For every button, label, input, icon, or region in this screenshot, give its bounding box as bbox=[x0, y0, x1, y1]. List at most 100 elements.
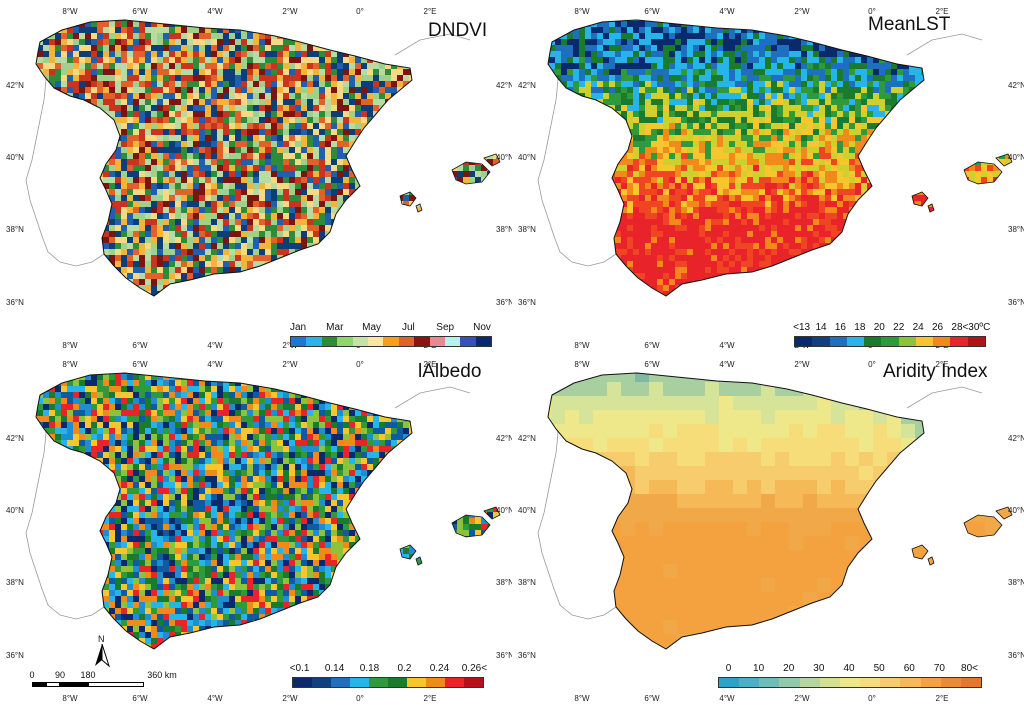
legend-label: 30 bbox=[813, 663, 825, 674]
legend-label: May bbox=[362, 322, 382, 333]
legend-label: 20 bbox=[873, 322, 885, 333]
lon-label: 0° bbox=[356, 694, 364, 703]
lat-label: 36°N bbox=[496, 298, 512, 307]
lon-label: 2°W bbox=[794, 7, 810, 16]
island-outline bbox=[451, 514, 491, 538]
lon-label: 8°W bbox=[62, 7, 78, 16]
lat-label: 38°N bbox=[1008, 578, 1024, 587]
legend-swatch bbox=[950, 337, 968, 346]
lon-label: 0° bbox=[868, 360, 876, 369]
island-outline bbox=[995, 153, 1013, 167]
lon-label: 6°W bbox=[644, 341, 660, 350]
legend-swatch bbox=[388, 678, 407, 687]
lon-label: 2°E bbox=[936, 694, 949, 703]
legend-swatch bbox=[967, 337, 985, 346]
scale-segment bbox=[60, 682, 88, 687]
lat-label: 36°N bbox=[6, 298, 24, 307]
panel-title: lAlbedo bbox=[418, 361, 482, 382]
island-outline bbox=[963, 514, 1003, 538]
legend-label: <0.1 bbox=[289, 663, 310, 674]
lat-label: 42°N bbox=[518, 434, 536, 443]
legend-swatch bbox=[940, 678, 961, 687]
lat-label: 40°N bbox=[1008, 506, 1024, 515]
legend-swatch bbox=[812, 337, 830, 346]
legend-swatch bbox=[860, 678, 881, 687]
scale-segment bbox=[32, 682, 46, 687]
lat-label: 38°N bbox=[6, 225, 24, 234]
lat-label: 42°N bbox=[1008, 81, 1024, 90]
legend-label: <13 bbox=[793, 322, 811, 333]
legend-swatch bbox=[426, 678, 445, 687]
scale-label-90: 90 bbox=[54, 670, 66, 680]
panel-title: Aridity Index bbox=[883, 361, 988, 382]
island-outline bbox=[399, 191, 417, 207]
legend-label: 14 bbox=[815, 322, 827, 333]
lon-label: 8°W bbox=[62, 341, 78, 350]
legend-swatch bbox=[933, 337, 951, 346]
legend-label: 28 bbox=[951, 322, 963, 333]
legend-swatch bbox=[306, 337, 322, 346]
legend-label: 20 bbox=[783, 663, 795, 674]
lat-label: 36°N bbox=[518, 298, 536, 307]
lon-label: 0° bbox=[868, 7, 876, 16]
north-label: N bbox=[98, 634, 105, 644]
legend-label: 50 bbox=[873, 663, 885, 674]
lon-label: 6°W bbox=[644, 360, 660, 369]
map-meanlst: 8°W8°W6°W6°W4°W4°W2°W2°W0°0°2°E2°E42°N42… bbox=[518, 7, 1024, 350]
lon-label: 0° bbox=[868, 694, 876, 703]
lon-label: 6°W bbox=[132, 360, 148, 369]
legend-colorbar bbox=[290, 336, 492, 347]
legend-colorbar bbox=[292, 677, 484, 688]
lon-label: 2°E bbox=[424, 7, 437, 16]
lon-label: 4°W bbox=[207, 7, 223, 16]
legend-label: 24 bbox=[912, 322, 924, 333]
lat-label: 40°N bbox=[6, 153, 24, 162]
legend-swatch bbox=[293, 678, 312, 687]
lon-label: 4°W bbox=[719, 7, 735, 16]
legend-swatch bbox=[398, 337, 415, 346]
lat-label: 36°N bbox=[1008, 298, 1024, 307]
legend-label: 0.2 bbox=[397, 663, 412, 674]
legend-label: Mar bbox=[326, 322, 344, 333]
legend-labels: 0 10 20 30 40 50 60 70 80< bbox=[718, 663, 980, 675]
legend-swatch bbox=[960, 678, 982, 687]
legend-swatch bbox=[779, 678, 800, 687]
island-outline bbox=[483, 153, 501, 167]
legend-swatch bbox=[383, 337, 399, 346]
lat-label: 42°N bbox=[518, 81, 536, 90]
spain-outline bbox=[547, 372, 925, 650]
island-outline bbox=[927, 556, 935, 566]
lat-label: 38°N bbox=[518, 225, 536, 234]
island-outline bbox=[415, 556, 423, 566]
legend-swatch bbox=[795, 337, 813, 346]
lat-label: 38°N bbox=[496, 578, 512, 587]
lon-label: 2°E bbox=[424, 360, 437, 369]
lon-label: 2°E bbox=[936, 360, 949, 369]
legend-swatch bbox=[799, 678, 820, 687]
legend-swatch bbox=[291, 337, 307, 346]
lon-label: 6°W bbox=[132, 341, 148, 350]
lon-label: 2°W bbox=[282, 694, 298, 703]
legend-swatch bbox=[321, 337, 338, 346]
lat-label: 40°N bbox=[518, 506, 536, 515]
panel-title: MeanLST bbox=[868, 14, 951, 35]
lat-label: 42°N bbox=[6, 81, 24, 90]
legend-labels: <13 14 16 18 20 22 24 26 28 <30ºC bbox=[793, 322, 990, 334]
legend-label: 0.26< bbox=[461, 663, 488, 674]
legend-swatch bbox=[898, 337, 916, 346]
lon-label: 2°E bbox=[936, 7, 949, 16]
legend-swatch bbox=[915, 337, 934, 346]
legend-colorbar bbox=[794, 336, 986, 347]
france-outline bbox=[394, 33, 471, 56]
lat-label: 42°N bbox=[496, 434, 512, 443]
legend-swatch bbox=[369, 678, 388, 687]
legend-swatch bbox=[429, 337, 445, 346]
legend-label: Jul bbox=[401, 322, 415, 333]
legend-label: 26 bbox=[931, 322, 944, 333]
legend-swatch bbox=[445, 678, 464, 687]
lon-label: 8°W bbox=[574, 360, 590, 369]
island-outline bbox=[451, 161, 491, 185]
lat-label: 36°N bbox=[1008, 651, 1024, 660]
lon-label: 4°W bbox=[207, 694, 223, 703]
legend-swatch bbox=[881, 337, 899, 346]
